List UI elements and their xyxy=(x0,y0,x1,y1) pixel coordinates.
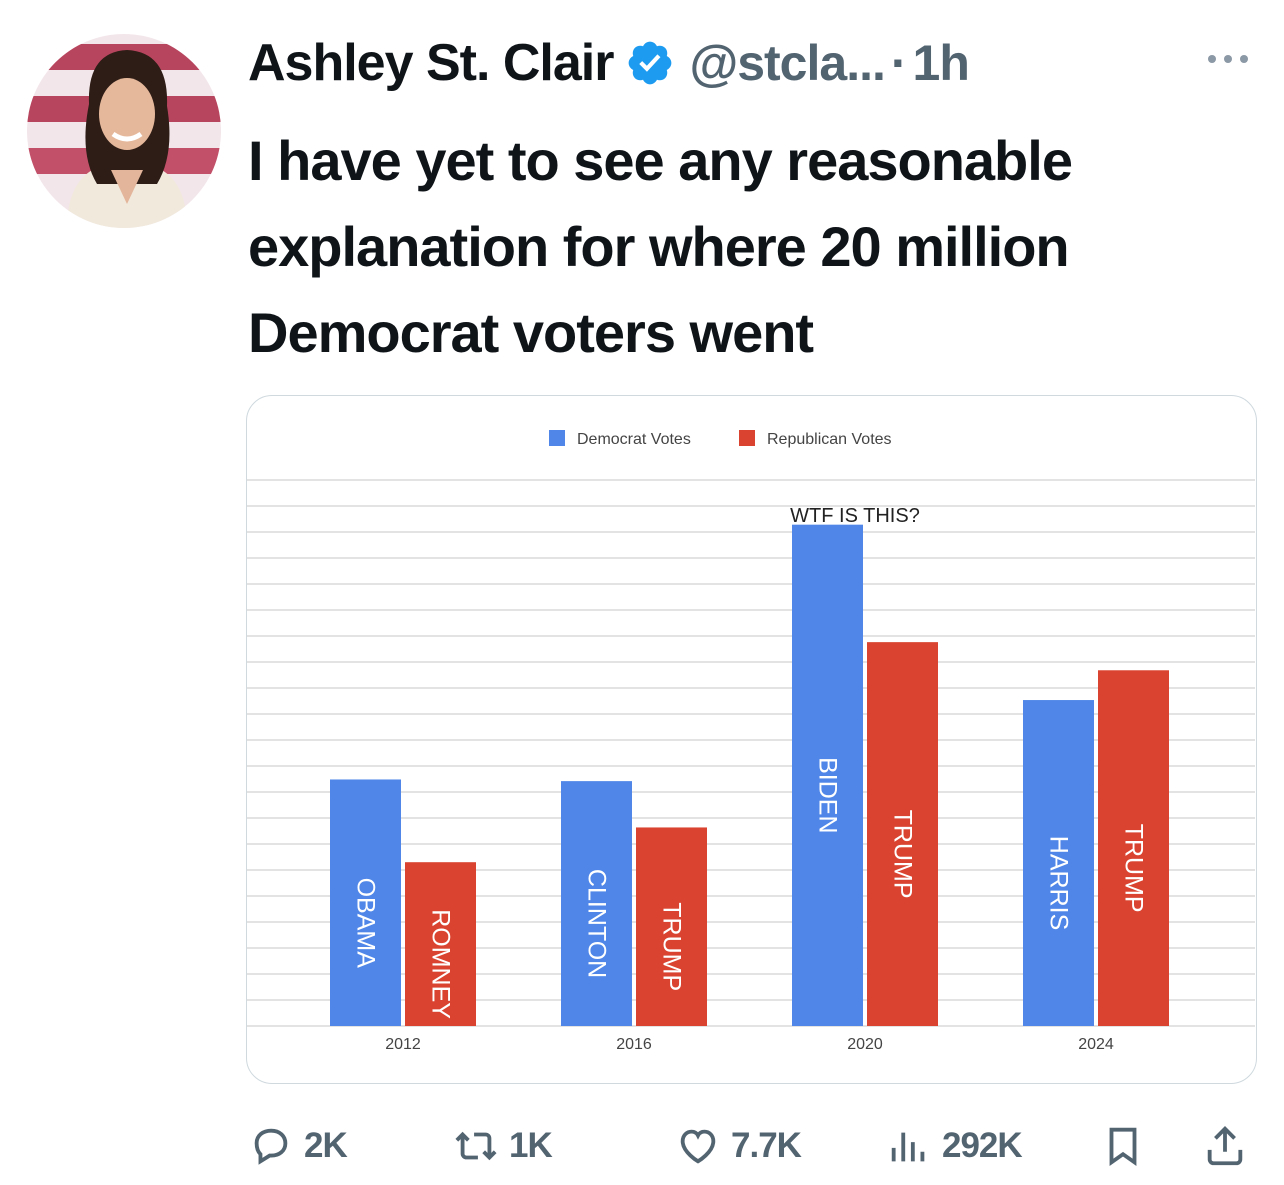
bar-republican xyxy=(867,642,938,1026)
timestamp[interactable]: 1h xyxy=(912,35,970,91)
bookmark-icon xyxy=(1109,1127,1137,1166)
author-name[interactable]: Ashley St. Clair xyxy=(248,34,614,92)
bar-democrat xyxy=(330,779,401,1026)
avatar[interactable] xyxy=(27,34,221,228)
author-handle[interactable]: @stcla... xyxy=(689,35,885,91)
bar-label: BIDEN xyxy=(814,757,842,833)
legend-swatch xyxy=(739,430,755,446)
x-tick-label: 2012 xyxy=(385,1036,421,1053)
legend-label: Democrat Votes xyxy=(577,431,691,448)
more-options-icon[interactable] xyxy=(1198,44,1258,74)
reply-icon xyxy=(254,1128,288,1165)
tweet-media-chart[interactable]: Democrat Votes Republican Votes OBAMA ROMNE… xyxy=(246,395,1257,1084)
views-chart-icon xyxy=(891,1132,925,1162)
action-bar: 2K 1K 7.7K 292K xyxy=(248,1118,1258,1174)
reply-count: 2K xyxy=(304,1126,348,1165)
legend-swatch xyxy=(549,430,565,446)
bar-label: CLINTON xyxy=(583,869,611,978)
reply-button[interactable]: 2K xyxy=(248,1118,348,1174)
repost-count: 1K xyxy=(509,1126,553,1165)
share-icon xyxy=(1207,1126,1243,1166)
repost-icon xyxy=(455,1131,497,1161)
tweet-text: I have yet to see any reasonable explana… xyxy=(248,129,1073,364)
heart-icon xyxy=(680,1129,716,1164)
legend-label: Republican Votes xyxy=(767,431,892,448)
bar-republican xyxy=(405,862,476,1026)
x-tick-label: 2016 xyxy=(616,1036,652,1053)
bar-label: TRUMP xyxy=(658,902,686,991)
bar-republican xyxy=(1098,670,1169,1026)
bar-democrat xyxy=(792,524,863,1026)
tweet-header: Ashley St. Clair @stcla... · 1h xyxy=(248,30,970,96)
bar-label: HARRIS xyxy=(1045,836,1073,930)
bar-democrat xyxy=(561,781,632,1026)
bar-republican xyxy=(636,827,707,1026)
share-button[interactable] xyxy=(1202,1118,1248,1174)
bookmark-button[interactable] xyxy=(1100,1118,1146,1174)
views-button[interactable]: 292K xyxy=(886,1118,1023,1174)
x-tick-label: 2020 xyxy=(847,1036,883,1053)
views-count: 292K xyxy=(942,1126,1023,1165)
repost-button[interactable]: 1K xyxy=(453,1118,553,1174)
bar-label: ROMNEY xyxy=(427,909,455,1019)
bar-democrat xyxy=(1023,700,1094,1026)
separator-dot: · xyxy=(890,35,908,91)
like-count: 7.7K xyxy=(731,1126,802,1165)
bar-label: OBAMA xyxy=(352,878,380,969)
bar-label: TRUMP xyxy=(889,810,917,899)
chart-annotation: WTF IS THIS? xyxy=(790,505,920,527)
x-tick-label: 2024 xyxy=(1078,1036,1114,1053)
like-button[interactable]: 7.7K xyxy=(675,1118,802,1174)
bar-label: TRUMP xyxy=(1120,824,1148,913)
verified-badge-icon xyxy=(629,41,672,85)
bar-chart: Democrat Votes Republican Votes OBAMA ROMNE… xyxy=(247,430,1255,1053)
